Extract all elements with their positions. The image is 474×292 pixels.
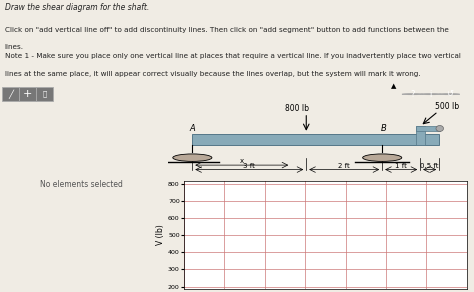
Text: x: x [240, 158, 244, 164]
Bar [2, 87, 19, 101]
Text: No elements selected: No elements selected [40, 180, 123, 189]
Bar [416, 126, 440, 131]
Text: ?: ? [410, 90, 415, 99]
Text: 2 ft: 2 ft [338, 163, 350, 169]
Text: A: A [189, 124, 195, 133]
Text: i: i [429, 90, 432, 99]
Text: ↺: ↺ [446, 90, 453, 99]
Text: ⬜: ⬜ [43, 91, 46, 98]
Text: lines at the same place, it will appear correct visually because the lines overl: lines at the same place, it will appear … [5, 71, 420, 77]
Text: Draw the shear diagram for the shaft.: Draw the shear diagram for the shaft. [5, 3, 149, 12]
Circle shape [402, 94, 423, 95]
Text: 0.5 ft: 0.5 ft [420, 163, 439, 169]
Text: 800 lb: 800 lb [285, 104, 309, 113]
Circle shape [420, 94, 441, 95]
Text: B: B [381, 124, 386, 133]
Circle shape [439, 94, 460, 95]
Bar [416, 126, 425, 145]
Text: Click on "add vertical line off" to add discontinuity lines. Then click on "add : Click on "add vertical line off" to add … [5, 27, 448, 33]
Ellipse shape [363, 154, 402, 161]
Text: lines.: lines. [5, 44, 24, 50]
Text: ╱: ╱ [8, 90, 13, 99]
Y-axis label: V (lb): V (lb) [156, 225, 165, 246]
Text: Note 1 - Make sure you place only one vertical line at places that require a ver: Note 1 - Make sure you place only one ve… [5, 53, 461, 59]
Bar [192, 134, 439, 145]
Text: +: + [23, 89, 32, 99]
Text: 500 lb: 500 lb [435, 102, 459, 111]
Ellipse shape [173, 154, 212, 161]
Text: 1 ft: 1 ft [395, 163, 407, 169]
Bar [19, 87, 36, 101]
Text: ▲: ▲ [391, 83, 396, 89]
Ellipse shape [436, 126, 444, 131]
Text: 3 ft: 3 ft [243, 163, 255, 169]
Bar [36, 87, 53, 101]
